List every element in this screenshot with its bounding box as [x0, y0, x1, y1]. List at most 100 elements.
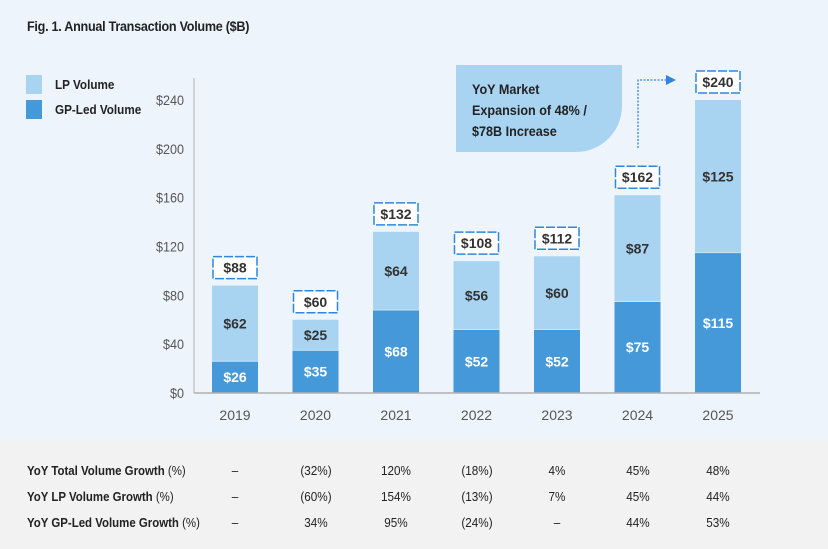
x-tick-label: 2025	[702, 407, 733, 423]
total-box-2021	[373, 202, 419, 226]
table-cell: 45%	[625, 463, 650, 478]
table-cell: 45%	[625, 489, 650, 504]
table-row-gp-led-growth: YoY GP-Led Volume Growth (%) – 34% 95% (24%…	[0, 515, 828, 539]
table-cell: (60%)	[299, 489, 332, 504]
x-tick-label: 2022	[461, 407, 492, 423]
table-cell: (32%)	[299, 463, 332, 478]
y-tick-label: $40	[163, 337, 184, 353]
bar-gp-led-2025	[695, 252, 741, 393]
callout-box: YoY Market Expansion of 48% / $78B Incre…	[456, 65, 622, 152]
table-cell: –	[231, 463, 239, 478]
x-tick-label: 2019	[219, 407, 250, 423]
legend-swatch-lp	[26, 75, 42, 94]
bars: $26 $62 $88 $35 $25 $60 $68 $64 $132 $52 $56 $108 $5…	[212, 70, 741, 393]
total-box-2025	[695, 70, 741, 94]
table-cell: (24%)	[460, 515, 493, 530]
y-tick-label: $120	[156, 239, 184, 255]
callout-line-1: YoY Market	[472, 81, 540, 97]
bar-lp-2021	[373, 231, 419, 310]
bar-lp-2019	[212, 285, 258, 362]
total-value-label: $162	[622, 169, 653, 185]
row-label: YoY Total Volume Growth (%)	[27, 463, 186, 478]
growth-arrow	[637, 75, 676, 148]
y-tick-label: $240	[156, 92, 184, 108]
arrow-line	[637, 79, 668, 148]
y-tick-label: $0	[170, 385, 184, 401]
legend: LP Volume GP-Led Volume	[26, 72, 151, 122]
gp-led-value-label: $26	[223, 369, 247, 385]
gp-led-value-label: $75	[626, 339, 650, 355]
total-box-2019	[212, 255, 258, 280]
total-value-label: $108	[461, 235, 492, 251]
lp-value-label: $60	[545, 285, 569, 301]
bar-lp-2024	[614, 195, 661, 302]
bar-gp-led-2020	[292, 350, 339, 393]
gp-led-value-label: $52	[465, 353, 489, 369]
y-tick-label: $80	[163, 288, 184, 304]
gp-led-value-label: $68	[384, 343, 408, 359]
gp-led-value-label: $52	[545, 353, 569, 369]
row-label: YoY GP-Led Volume Growth (%)	[27, 515, 200, 530]
bar-lp-2025	[695, 100, 741, 253]
total-box-2022	[453, 231, 500, 255]
x-tick-label: 2023	[541, 407, 572, 423]
total-box-2020	[292, 290, 339, 314]
table-cell: (18%)	[460, 463, 493, 478]
bar-gp-led-2024	[614, 301, 661, 393]
bar-gp-led-2023	[534, 329, 580, 393]
callout-text: YoY Market Expansion of 48% / $78B Incre…	[472, 79, 625, 142]
lp-value-label: $125	[702, 168, 733, 184]
table-cell: –	[231, 515, 239, 530]
table-cell: 120%	[381, 463, 411, 478]
table-cell: 95%	[384, 515, 408, 530]
total-value-label: $132	[380, 206, 411, 222]
legend-label-lp: LP Volume	[55, 77, 115, 92]
lp-value-label: $64	[384, 263, 408, 279]
gp-led-value-label: $115	[703, 315, 734, 331]
bar-gp-led-2019	[212, 361, 258, 393]
table-cell: 44%	[625, 515, 650, 530]
total-value-label: $88	[223, 260, 247, 276]
x-tick-label: 2020	[300, 407, 331, 423]
total-box-2023	[534, 226, 580, 251]
arrow-head-icon	[666, 75, 676, 85]
table-cell: 154%	[381, 489, 411, 504]
x-tick-label: 2024	[622, 407, 653, 423]
bar-lp-2022	[453, 261, 500, 330]
table-row-lp-growth: YoY LP Volume Growth (%) – (60%) 154% (13%)…	[0, 489, 828, 513]
chart-title: Fig. 1. Annual Transaction Volume ($B)	[27, 18, 250, 34]
lp-value-label: $56	[465, 287, 489, 303]
y-tick-label: $200	[156, 141, 184, 157]
table-cell: –	[553, 515, 561, 530]
table-cell: 34%	[303, 515, 328, 530]
total-box-2024	[614, 165, 661, 189]
row-label: YoY LP Volume Growth (%)	[27, 489, 174, 504]
table-cell: 48%	[706, 463, 730, 478]
bar-lp-2020	[292, 319, 339, 351]
legend-item-gp-led-volume: GP-Led Volume	[26, 97, 151, 122]
table-cell: –	[231, 489, 239, 504]
x-axis: 2019 2020 2021 2022 2023 2024 2025	[194, 392, 760, 423]
gp-led-value-label: $35	[304, 364, 328, 380]
y-axis: $0 $40 $80 $120 $160 $200 $240	[156, 78, 195, 401]
lp-value-label: $25	[304, 327, 328, 343]
legend-swatch-gp-led	[26, 100, 42, 119]
legend-label-gp-led: GP-Led Volume	[55, 102, 142, 117]
table-cell: 53%	[706, 515, 730, 530]
bar-gp-led-2022	[453, 329, 500, 393]
table-cell: (13%)	[460, 489, 493, 504]
table-cell: 44%	[706, 489, 730, 504]
total-value-label: $112	[542, 230, 573, 246]
callout-line-3: $78B Increase	[472, 123, 557, 139]
bar-gp-led-2021	[373, 309, 419, 393]
legend-item-lp-volume: LP Volume	[26, 72, 151, 97]
table-cell: 4%	[548, 463, 566, 478]
table-row-total-growth: YoY Total Volume Growth (%) – (32%) 120% (1…	[0, 463, 828, 487]
growth-table: YoY Total Volume Growth (%) – (32%) 120% (1…	[0, 440, 828, 549]
total-value-label: $240	[702, 74, 733, 90]
bar-lp-2023	[534, 256, 580, 330]
total-value-label: $60	[304, 294, 328, 310]
x-tick-label: 2021	[380, 407, 411, 423]
lp-value-label: $62	[223, 315, 247, 331]
callout-line-2: Expansion of 48% /	[472, 102, 587, 118]
